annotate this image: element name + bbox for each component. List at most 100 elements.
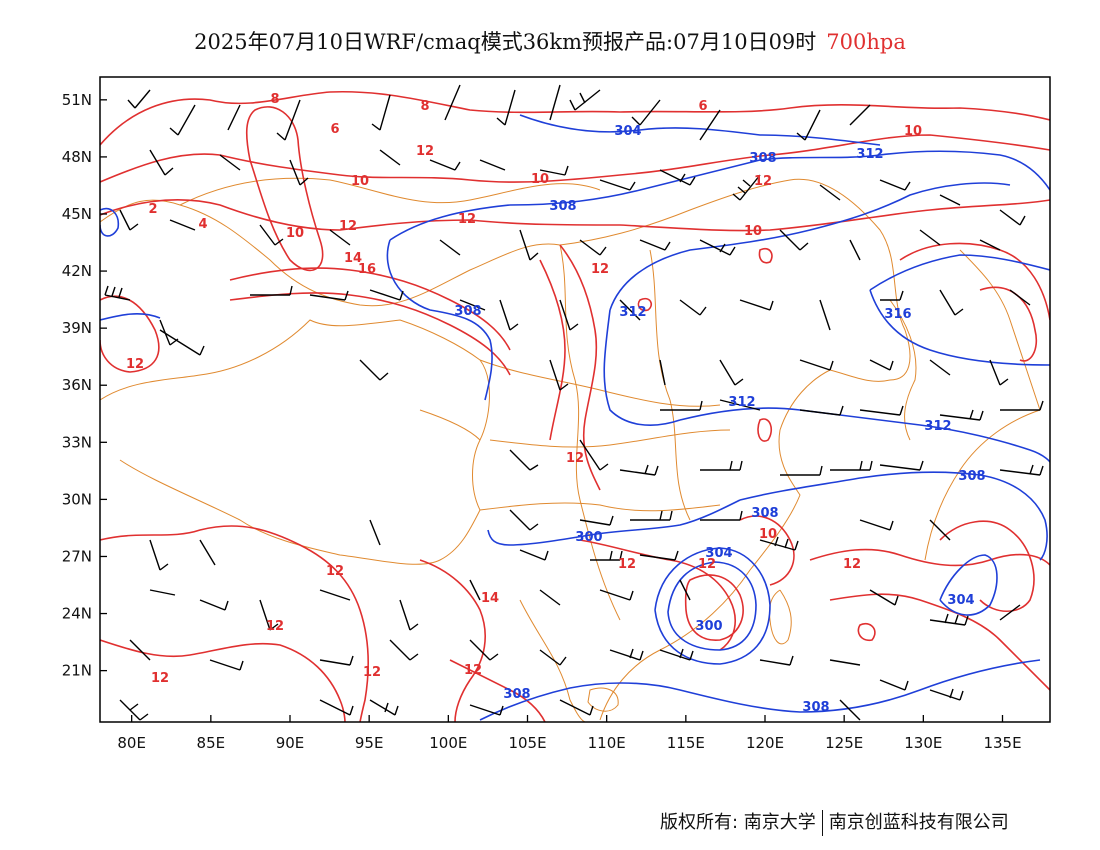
temp-contour-12-south-2 xyxy=(449,659,546,722)
lat-tick-label: 48N xyxy=(62,148,92,166)
temperature-label: 12 xyxy=(363,665,381,680)
lat-tick-label: 42N xyxy=(62,262,92,280)
temperature-label: 2 xyxy=(148,202,157,217)
temperature-label: 6 xyxy=(330,122,339,137)
wind-barb xyxy=(879,679,909,691)
wind-barb xyxy=(1000,400,1044,411)
wind-barb xyxy=(319,655,354,666)
wind-barb xyxy=(519,549,549,561)
wind-barb xyxy=(780,465,823,476)
wind-barb xyxy=(459,299,486,311)
wind-barb xyxy=(939,409,984,421)
wind-barb xyxy=(979,239,1001,251)
lat-tick-label: 36N xyxy=(62,376,92,394)
wind-barb xyxy=(549,359,569,391)
height-label: 308 xyxy=(549,199,576,214)
lon-tick-label: 90E xyxy=(276,734,305,752)
lat-tick-label: 21N xyxy=(62,662,92,680)
temperature-label: 10 xyxy=(351,174,369,189)
wind-barb xyxy=(579,239,607,256)
wind-barb xyxy=(830,460,873,471)
height-contour-west-308 xyxy=(100,312,161,321)
pressure-level: 700hpa xyxy=(826,30,906,54)
height-contour-304-north xyxy=(519,114,881,146)
wind-barb xyxy=(429,159,461,171)
wind-barb xyxy=(259,599,279,631)
wind-barb xyxy=(869,589,899,606)
temperature-label: 12 xyxy=(754,174,772,189)
wind-barb xyxy=(199,599,229,611)
lon-tick-label: 110E xyxy=(588,734,626,752)
wind-barb xyxy=(869,359,894,371)
wind-barb xyxy=(929,519,951,541)
wind-barb xyxy=(879,179,911,191)
height-contour-308-west xyxy=(386,239,493,401)
temp-contour-small-3 xyxy=(757,418,772,442)
korea-coast xyxy=(889,299,917,441)
wind-barb xyxy=(149,539,169,571)
wind-barb xyxy=(329,229,351,246)
lon-tick-label: 125E xyxy=(825,734,863,752)
wind-barb xyxy=(859,519,894,531)
wind-barb xyxy=(590,550,623,561)
wind-barb xyxy=(169,104,196,136)
wind-barb xyxy=(700,460,743,471)
wind-barb xyxy=(219,154,241,171)
temperature-label: 12 xyxy=(151,671,169,686)
height-contour-308-mid-2 xyxy=(487,499,741,546)
wind-barb xyxy=(639,550,679,561)
wind-barb xyxy=(989,359,1009,386)
province-line-1 xyxy=(479,359,721,407)
temperature-label: 12 xyxy=(326,564,344,579)
wind-barb xyxy=(499,299,519,331)
wind-barb xyxy=(796,109,821,141)
wind-barb xyxy=(679,579,691,601)
temperature-label: 10 xyxy=(904,124,922,139)
lat-tick-label: 39N xyxy=(62,319,92,337)
temp-contour-12-typhoon xyxy=(684,574,744,641)
height-contour-312-mid xyxy=(679,407,1050,463)
wind-barb xyxy=(679,299,707,316)
wind-barb xyxy=(399,599,419,631)
temp-contour-12-pacific-2 xyxy=(829,593,1050,691)
temp-contour-8-north xyxy=(100,90,1050,146)
temp-contour-10-north xyxy=(100,134,1050,183)
temp-contour-12-mid xyxy=(100,199,1050,232)
temperature-label: 12 xyxy=(464,663,482,678)
province-line-6 xyxy=(419,409,481,441)
wind-barb xyxy=(549,84,561,121)
footer: 版权所有: 南京大学 南京创蓝科技有限公司 xyxy=(660,808,1009,836)
height-contour-308-mid xyxy=(739,471,1048,561)
temperature-label: 10 xyxy=(759,527,777,542)
wind-barb xyxy=(199,539,216,566)
wind-barb xyxy=(939,289,964,316)
wind-barb xyxy=(660,400,703,411)
province-line-4 xyxy=(559,244,621,621)
wind-barb xyxy=(379,149,401,166)
wind-barb xyxy=(929,688,964,701)
height-label: 312 xyxy=(728,395,755,410)
height-label: 312 xyxy=(619,305,646,320)
chart-title: 2025年07月10日WRF/cmaq模式36km预报产品:07月10日09时 7… xyxy=(0,26,1100,56)
wind-barb xyxy=(599,179,636,191)
wind-barb xyxy=(519,229,539,261)
wind-barb xyxy=(799,405,844,416)
province-line-2 xyxy=(489,429,731,448)
wind-barb xyxy=(579,515,614,526)
wind-barb xyxy=(539,589,561,606)
lon-tick-label: 135E xyxy=(983,734,1021,752)
height-labels: 304 308 312 308 308 312 316 312 312 308 308 300 304 3… xyxy=(454,124,985,715)
height-label: 308 xyxy=(958,469,985,484)
wind-barb xyxy=(929,613,969,626)
wind-barb xyxy=(639,239,671,251)
wind-barb xyxy=(829,659,861,666)
height-label: 308 xyxy=(802,700,829,715)
temperature-label: 12 xyxy=(458,212,476,227)
wind-barb xyxy=(469,579,481,601)
wind-barb xyxy=(732,174,761,201)
wind-barb xyxy=(631,99,661,126)
indochina-coast xyxy=(519,599,586,722)
wind-barb xyxy=(289,159,309,186)
wind-barb xyxy=(859,405,904,416)
temperature-label: 8 xyxy=(270,92,279,107)
